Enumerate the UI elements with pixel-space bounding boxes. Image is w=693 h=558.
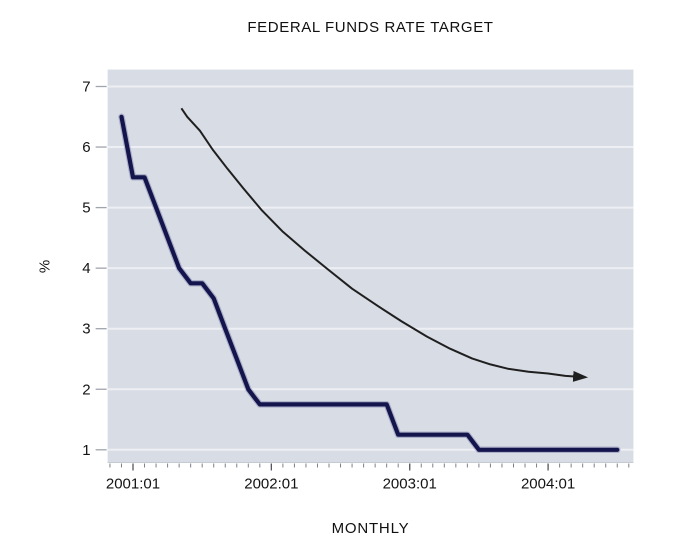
x-tick-label: 2003:01 (383, 476, 437, 493)
x-axis-major-ticks: 2001:01 2002:01 2003:01 2004:01 (106, 463, 575, 493)
chart-title: FEDERAL FUNDS RATE TARGET (247, 19, 494, 36)
x-tick-label: 2004:01 (521, 476, 575, 493)
y-tick-label: 5 (82, 200, 90, 217)
gridlines (107, 85, 634, 451)
y-tick-label: 6 (82, 139, 90, 156)
x-axis-title: MONTHLY (331, 520, 410, 537)
plot-area (107, 69, 634, 463)
y-tick-label: 1 (82, 442, 90, 459)
rate-target-line (118, 113, 621, 454)
x-tick-label: 2002:01 (244, 476, 298, 493)
y-tick-label: 4 (82, 260, 90, 277)
trend-arrow-line (180, 107, 589, 382)
y-axis-ticks: 7 6 5 4 3 2 1 (82, 79, 107, 459)
x-axis-minor-ticks (109, 463, 630, 468)
y-tick-label: 3 (82, 321, 90, 338)
trend-arrow (180, 107, 589, 382)
x-tick-label: 2001:01 (106, 476, 160, 493)
y-tick-label: 7 (82, 79, 90, 96)
y-tick-label: 2 (82, 381, 90, 398)
